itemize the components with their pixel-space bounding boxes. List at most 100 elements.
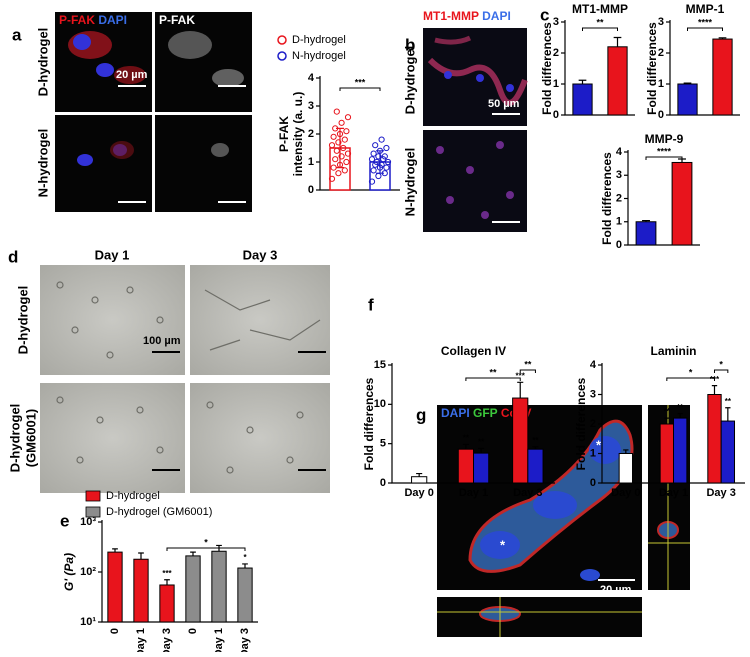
error-bar [642, 219, 650, 222]
comparison-bracket [582, 27, 618, 31]
data-point [340, 144, 347, 152]
comparison-bracket [645, 156, 683, 160]
data-point [335, 139, 342, 146]
micrograph-b [423, 28, 528, 232]
bar [607, 46, 628, 116]
data-point [368, 178, 376, 185]
error-bar [462, 443, 469, 450]
data-point [333, 108, 340, 115]
error-bar [683, 82, 692, 84]
stain: GFP [473, 406, 498, 420]
row-label: D-hydrogel [7, 404, 22, 473]
stain: DAPI [482, 9, 511, 23]
error-bar [112, 548, 118, 553]
data-point [336, 161, 344, 168]
panel-label: e [60, 511, 69, 530]
panel-label: a [12, 25, 22, 44]
data-point [344, 114, 352, 121]
row-label: D-hydrogel [402, 46, 417, 115]
panel-label: g [416, 405, 426, 424]
data-point [341, 136, 348, 143]
x-tick-label: Day 3 [239, 628, 251, 652]
y-tick-label: 5 [380, 438, 386, 450]
column-label: Day 3 [243, 247, 278, 262]
bar [133, 558, 149, 623]
data-point [378, 161, 385, 168]
data-point [375, 172, 382, 180]
x-tick-label: Day 0 [611, 487, 640, 499]
y-axis-label: Fold differences [645, 22, 659, 115]
y-axis-label: G' (Pa) [62, 553, 76, 591]
y-axis-label: P-FAK [277, 116, 291, 152]
data-point [332, 156, 339, 163]
row-label: N-hydrogel [35, 129, 50, 198]
data-point [383, 144, 390, 152]
y-tick-label: 4 [616, 146, 623, 158]
bar [411, 476, 428, 484]
error-bar [725, 407, 731, 422]
axis [101, 520, 258, 623]
error-bar [190, 551, 196, 556]
bar [237, 567, 253, 623]
legend-label: D-hydrogel [106, 490, 160, 502]
error-bar [138, 552, 144, 560]
data-point [332, 125, 339, 132]
bar [673, 417, 688, 484]
error-bar [532, 446, 539, 450]
comparison-bracket [339, 87, 381, 91]
y-axis-label: intensity (a. u.) [291, 92, 305, 177]
error-bar [613, 36, 622, 47]
bar [457, 448, 474, 484]
bar [185, 555, 201, 623]
chart-title: MT1-MMP [572, 2, 628, 16]
error-bar [164, 579, 170, 585]
data-point [368, 156, 376, 163]
image-mark: * [596, 437, 602, 452]
x-tick-label: Day 1 [135, 628, 147, 652]
row-label: (GM6001) [23, 409, 38, 468]
y-tick-label: 2 [308, 128, 314, 140]
scale-label: 100 µm [143, 335, 181, 347]
bar [572, 83, 593, 116]
legend-label: D-hydrogel (GM6001) [106, 506, 212, 518]
y-tick-label: 10² [80, 566, 96, 578]
significance-label: ** [532, 436, 539, 445]
data-point [338, 153, 345, 160]
y-tick-label: 3 [308, 100, 314, 112]
bar [473, 452, 490, 484]
comparison-label: *** [355, 77, 366, 87]
y-tick-label: 2 [590, 418, 596, 430]
image-mark: * [500, 537, 506, 552]
stain: P-FAK [59, 13, 95, 27]
row-label: D-hydrogel [15, 286, 30, 355]
y-axis-label: Fold differences [362, 377, 376, 470]
y-tick-label: 3 [616, 169, 622, 181]
micrograph-g [437, 405, 690, 637]
x-tick-label: Day 1 [659, 487, 688, 499]
comparison-label: * [719, 359, 723, 369]
x-tick-label: Day 3 [706, 487, 735, 499]
comparison-label: ** [524, 359, 532, 369]
bar [211, 550, 227, 623]
data-point [333, 147, 340, 154]
data-point [330, 164, 337, 171]
y-tick-label: 1 [616, 216, 622, 228]
panel-label: f [368, 295, 374, 314]
significance-label: *** [516, 371, 526, 380]
y-tick-label: 0 [616, 239, 622, 251]
data-point [330, 133, 337, 140]
data-point [343, 158, 350, 166]
x-tick-label: Day 3 [513, 487, 542, 499]
x-tick-label: Day 1 [459, 487, 488, 499]
data-point [375, 153, 382, 160]
comparison-bracket [465, 377, 521, 381]
y-tick-label: 0 [590, 477, 596, 489]
error-bar [711, 385, 718, 395]
y-axis-label: Fold differences [600, 152, 614, 245]
data-point [370, 167, 377, 174]
significance-label: ** [664, 407, 671, 416]
y-axis-label: Fold differences [574, 377, 588, 470]
stain: MT1-MMP [423, 9, 479, 23]
significance-label: * [243, 553, 247, 562]
